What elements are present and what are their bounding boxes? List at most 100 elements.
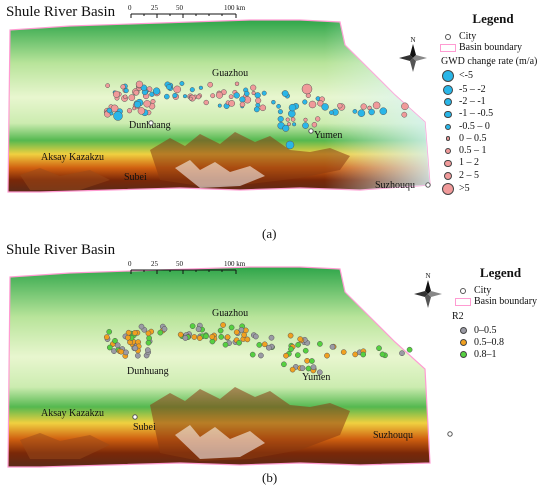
map-point — [123, 349, 129, 356]
north-label: N — [411, 36, 416, 44]
map-point — [337, 103, 343, 109]
map-point — [189, 87, 195, 93]
map-point — [134, 352, 141, 359]
map-point — [234, 81, 240, 86]
legend-class: <-5 — [437, 69, 549, 84]
place-subei: Subei — [133, 422, 156, 433]
city-symbol-icon — [445, 33, 451, 40]
map-point — [288, 103, 297, 112]
map-point — [144, 347, 151, 353]
map-point — [132, 345, 139, 352]
map-point — [265, 344, 272, 351]
map-point — [207, 81, 214, 88]
legend-swatch — [443, 84, 453, 95]
map-point — [134, 100, 141, 108]
legend-class: >5 — [437, 182, 549, 197]
map-point — [261, 90, 267, 96]
legend-swatch — [444, 159, 452, 168]
map-point — [288, 346, 294, 352]
gwd-points — [103, 80, 409, 150]
legend-swatch — [459, 327, 467, 334]
map-point — [297, 336, 304, 342]
map-a-svg: 0 25 50 100 km N Guazhou Dunhuang Yumen … — [7, 4, 431, 193]
map-point — [133, 89, 140, 96]
map-point — [203, 99, 209, 106]
place-guazhou: Guazhou — [212, 68, 248, 79]
legend-city: City — [437, 31, 549, 43]
legend-class: 0–0.5 — [452, 325, 549, 337]
map-point — [106, 107, 113, 114]
map-point — [125, 334, 131, 341]
map-point — [316, 369, 323, 376]
legend-class: -0.5 – 0 — [437, 120, 549, 132]
map-point — [401, 102, 409, 111]
map-point — [311, 121, 318, 128]
map-point — [329, 110, 334, 115]
panel-b: Shule River Basin — [0, 242, 550, 489]
map-point — [244, 90, 250, 97]
scale-tick-0: 0 — [128, 4, 132, 12]
city-symbol-icon — [460, 287, 466, 294]
map-point — [360, 351, 367, 358]
boundary-symbol-icon — [440, 44, 456, 53]
map-point — [106, 344, 113, 351]
map-point — [241, 332, 247, 338]
map-point — [161, 326, 168, 332]
map-point — [123, 88, 129, 94]
map-point — [146, 335, 152, 341]
map-point — [228, 324, 235, 331]
map-point — [258, 352, 264, 359]
map-point — [126, 108, 133, 114]
legend-class: 2 – 5 — [437, 170, 549, 182]
map-point — [252, 333, 259, 340]
map-point — [251, 90, 256, 96]
map-point — [114, 342, 121, 349]
map-point — [406, 346, 413, 353]
city-marker — [148, 120, 154, 126]
map-point — [106, 328, 113, 335]
map-point — [277, 109, 283, 115]
north-arrow-icon: N — [399, 36, 427, 72]
map-point — [164, 93, 170, 100]
map-point — [137, 107, 146, 115]
map-point — [112, 90, 121, 98]
map-point — [256, 342, 263, 348]
place-aksay: Aksay Kazakzu — [41, 152, 104, 163]
map-point — [105, 83, 110, 88]
scale-tick-0: 0 — [128, 260, 132, 268]
map-point — [189, 323, 196, 329]
city-marker — [425, 182, 431, 188]
map-point — [287, 122, 291, 127]
map-point — [281, 90, 289, 97]
map-point — [295, 341, 301, 348]
map-point — [271, 99, 276, 105]
map-point — [143, 100, 151, 108]
scale-tick-50: 50 — [176, 260, 184, 268]
map-point — [317, 341, 323, 347]
map-point — [173, 85, 182, 94]
map-point — [302, 347, 309, 354]
legend-class: 0.5 – 1 — [437, 145, 549, 157]
scale-tick-100: 100 km — [224, 260, 246, 268]
legend-swatch — [444, 110, 452, 118]
map-point — [309, 358, 315, 364]
scale-bar: 0 25 50 100 km — [128, 4, 246, 18]
map-point — [294, 352, 301, 358]
map-point — [292, 122, 297, 127]
map-point — [239, 101, 246, 108]
legend-class: 1 – 2 — [437, 157, 549, 169]
map-point — [218, 334, 225, 340]
map-point — [285, 117, 290, 122]
map-point — [285, 140, 295, 150]
map-point — [179, 81, 185, 86]
place-suzhouqu: Suzhouqu — [373, 430, 413, 441]
legend-class: 0 – 0.5 — [437, 133, 549, 145]
map-point — [315, 116, 321, 122]
city-marker — [132, 414, 138, 420]
map-point — [324, 352, 330, 359]
map-point — [191, 334, 198, 340]
map-point — [128, 94, 136, 101]
map-point — [166, 84, 172, 90]
map-point — [302, 122, 309, 129]
map-point — [118, 348, 125, 355]
